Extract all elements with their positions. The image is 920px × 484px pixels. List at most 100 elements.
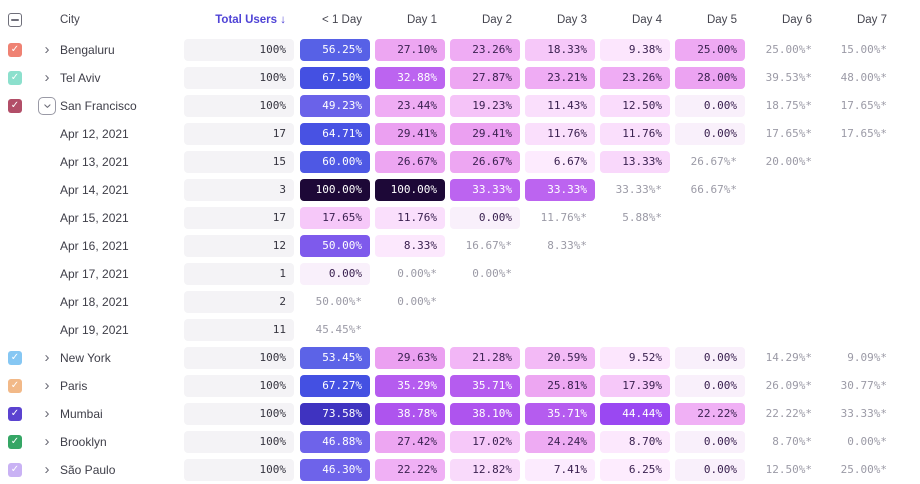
retention-cell[interactable]: 18.75%*: [765, 99, 812, 112]
retention-cell[interactable]: 17.65%: [300, 207, 370, 229]
retention-cell[interactable]: 23.44%: [375, 95, 445, 117]
retention-cell[interactable]: [825, 151, 895, 173]
retention-cell[interactable]: 11.76%: [600, 123, 670, 145]
row-checkbox[interactable]: ✓: [8, 435, 22, 449]
retention-cell[interactable]: 32.88%: [375, 67, 445, 89]
expand-chevron-icon[interactable]: ›: [44, 69, 50, 86]
retention-cell[interactable]: 26.67%: [375, 151, 445, 173]
row-checkbox[interactable]: ✓: [8, 99, 22, 113]
expand-chevron-icon[interactable]: ›: [44, 41, 50, 58]
column-header-day-1[interactable]: Day 1: [406, 14, 437, 26]
retention-cell[interactable]: 17.65%*: [840, 127, 887, 140]
retention-cell[interactable]: 0.00%: [675, 347, 745, 369]
column-header-day-3[interactable]: Day 3: [556, 14, 587, 26]
retention-cell[interactable]: 39.53%*: [765, 71, 812, 84]
retention-cell[interactable]: 11.76%: [525, 123, 595, 145]
retention-cell[interactable]: 100.00%: [300, 179, 370, 201]
retention-cell[interactable]: 22.22%: [375, 459, 445, 481]
column-header-day-2[interactable]: Day 2: [481, 14, 512, 26]
retention-cell[interactable]: 27.87%: [450, 67, 520, 89]
retention-cell[interactable]: 22.22%*: [765, 407, 812, 420]
retention-cell[interactable]: [600, 235, 670, 257]
retention-cell[interactable]: [750, 263, 820, 285]
retention-cell[interactable]: 21.28%: [450, 347, 520, 369]
retention-cell[interactable]: 12.82%: [450, 459, 520, 481]
retention-cell[interactable]: [750, 291, 820, 313]
column-header-lt-1-day[interactable]: < 1 Day: [322, 14, 362, 26]
retention-cell[interactable]: 6.25%: [600, 459, 670, 481]
retention-cell[interactable]: 38.78%: [375, 403, 445, 425]
retention-cell[interactable]: 49.23%: [300, 95, 370, 117]
retention-cell[interactable]: [600, 263, 670, 285]
select-all-checkbox[interactable]: [8, 13, 22, 27]
retention-cell[interactable]: [825, 235, 895, 257]
retention-cell[interactable]: 23.21%: [525, 67, 595, 89]
expand-chevron-icon[interactable]: ›: [44, 377, 50, 394]
retention-cell[interactable]: 8.33%*: [547, 239, 587, 252]
retention-cell[interactable]: 38.10%: [450, 403, 520, 425]
retention-cell[interactable]: 44.44%: [600, 403, 670, 425]
retention-cell[interactable]: 8.33%: [375, 235, 445, 257]
retention-cell[interactable]: 45.45%*: [315, 323, 362, 336]
retention-cell[interactable]: 9.38%: [600, 39, 670, 61]
retention-cell[interactable]: 19.23%: [450, 95, 520, 117]
retention-cell[interactable]: 46.88%: [300, 431, 370, 453]
retention-cell[interactable]: 0.00%: [300, 263, 370, 285]
column-header-total-users[interactable]: Total Users ↓: [215, 14, 286, 26]
retention-cell[interactable]: 50.00%*: [315, 295, 362, 308]
row-checkbox[interactable]: ✓: [8, 351, 22, 365]
retention-cell[interactable]: [750, 179, 820, 201]
row-checkbox[interactable]: ✓: [8, 379, 22, 393]
expand-chevron-icon[interactable]: ›: [44, 405, 50, 422]
row-checkbox[interactable]: ✓: [8, 407, 22, 421]
retention-cell[interactable]: 14.29%*: [765, 351, 812, 364]
retention-cell[interactable]: 12.50%*: [765, 463, 812, 476]
retention-cell[interactable]: [750, 235, 820, 257]
retention-cell[interactable]: 33.33%*: [615, 183, 662, 196]
retention-cell[interactable]: 6.67%: [525, 151, 595, 173]
retention-cell[interactable]: 17.65%*: [765, 127, 812, 140]
retention-cell[interactable]: 28.00%: [675, 67, 745, 89]
retention-cell[interactable]: 67.50%: [300, 67, 370, 89]
retention-cell[interactable]: 5.88%*: [622, 211, 662, 224]
retention-cell[interactable]: 11.76%*: [540, 211, 587, 224]
retention-cell[interactable]: 60.00%: [300, 151, 370, 173]
retention-cell[interactable]: [450, 319, 520, 341]
retention-cell[interactable]: 29.41%: [375, 123, 445, 145]
row-checkbox[interactable]: ✓: [8, 71, 22, 85]
expand-chevron-icon[interactable]: ›: [39, 103, 56, 109]
retention-cell[interactable]: 11.43%: [525, 95, 595, 117]
retention-cell[interactable]: 0.00%: [675, 123, 745, 145]
retention-cell[interactable]: 67.27%: [300, 375, 370, 397]
retention-cell[interactable]: [675, 319, 745, 341]
retention-cell[interactable]: 35.29%: [375, 375, 445, 397]
retention-cell[interactable]: 27.42%: [375, 431, 445, 453]
retention-cell[interactable]: [750, 207, 820, 229]
retention-cell[interactable]: 15.00%*: [840, 43, 887, 56]
retention-cell[interactable]: 46.30%: [300, 459, 370, 481]
retention-cell[interactable]: 0.00%*: [397, 267, 437, 280]
retention-cell[interactable]: 73.58%: [300, 403, 370, 425]
retention-cell[interactable]: [525, 319, 595, 341]
retention-cell[interactable]: 12.50%: [600, 95, 670, 117]
retention-cell[interactable]: 33.33%: [450, 179, 520, 201]
retention-cell[interactable]: 64.71%: [300, 123, 370, 145]
retention-cell[interactable]: [750, 319, 820, 341]
retention-cell[interactable]: 0.00%: [675, 431, 745, 453]
retention-cell[interactable]: [825, 319, 895, 341]
retention-cell[interactable]: 25.81%: [525, 375, 595, 397]
retention-cell[interactable]: 0.00%: [675, 375, 745, 397]
retention-cell[interactable]: [675, 207, 745, 229]
retention-cell[interactable]: [525, 263, 595, 285]
retention-cell[interactable]: 29.63%: [375, 347, 445, 369]
retention-cell[interactable]: [675, 263, 745, 285]
column-header-day-4[interactable]: Day 4: [631, 14, 662, 26]
retention-cell[interactable]: 66.67%*: [690, 183, 737, 196]
retention-cell[interactable]: [675, 235, 745, 257]
retention-cell[interactable]: 56.25%: [300, 39, 370, 61]
retention-cell[interactable]: [825, 291, 895, 313]
retention-cell[interactable]: 13.33%: [600, 151, 670, 173]
retention-cell[interactable]: [600, 291, 670, 313]
column-header-day-5[interactable]: Day 5: [706, 14, 737, 26]
retention-cell[interactable]: 25.00%*: [840, 463, 887, 476]
